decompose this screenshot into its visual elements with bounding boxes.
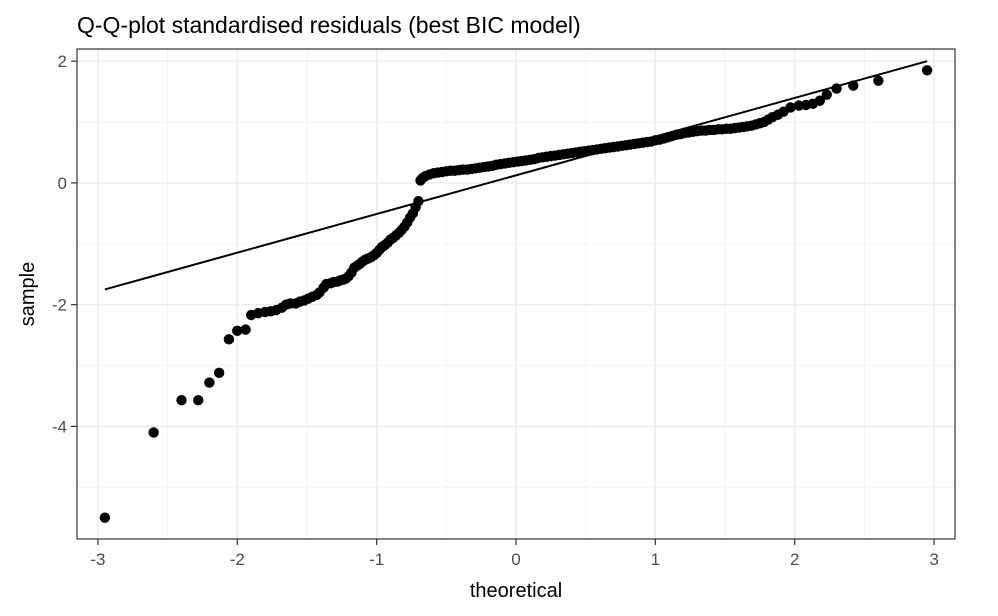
data-point bbox=[232, 325, 243, 337]
x-axis-title: theoretical bbox=[470, 580, 562, 602]
major-gridlines bbox=[77, 49, 955, 539]
data-point bbox=[831, 83, 842, 94]
y-tick-label: -4 bbox=[52, 417, 67, 436]
data-point bbox=[148, 427, 159, 438]
x-axis-ticks: -3 -2 -1 0 1 2 3 bbox=[90, 539, 939, 569]
x-tick-label: 3 bbox=[929, 550, 938, 569]
plot-panel bbox=[76, 48, 956, 540]
x-tick-label: 1 bbox=[651, 550, 660, 569]
x-tick-label: 2 bbox=[790, 550, 799, 569]
data-point bbox=[193, 395, 204, 406]
data-point bbox=[213, 367, 225, 379]
y-tick-label: 2 bbox=[58, 52, 67, 71]
data-point bbox=[176, 395, 187, 406]
data-point bbox=[99, 512, 111, 523]
y-axis-ticks: -4 -2 0 2 bbox=[52, 52, 77, 436]
x-tick-label: -3 bbox=[90, 550, 105, 569]
data-point bbox=[223, 334, 235, 345]
x-tick-label: -1 bbox=[369, 550, 384, 569]
data-point bbox=[785, 102, 796, 113]
data-point bbox=[240, 324, 251, 335]
data-point bbox=[821, 89, 832, 100]
reference-line bbox=[104, 60, 928, 291]
y-tick-label: 0 bbox=[58, 174, 67, 193]
x-tick-label: 0 bbox=[511, 550, 520, 569]
data-point bbox=[848, 80, 859, 91]
sample-points bbox=[99, 65, 933, 523]
data-point bbox=[921, 65, 933, 76]
data-point bbox=[873, 75, 884, 86]
data-point bbox=[413, 195, 424, 207]
chart-title: Q-Q-plot standardised residuals (best BI… bbox=[77, 12, 581, 38]
data-point bbox=[204, 377, 215, 388]
x-tick-label: -2 bbox=[230, 550, 245, 569]
data-point bbox=[814, 95, 826, 106]
y-tick-label: -2 bbox=[52, 296, 67, 315]
y-axis-title: sample bbox=[17, 262, 39, 326]
